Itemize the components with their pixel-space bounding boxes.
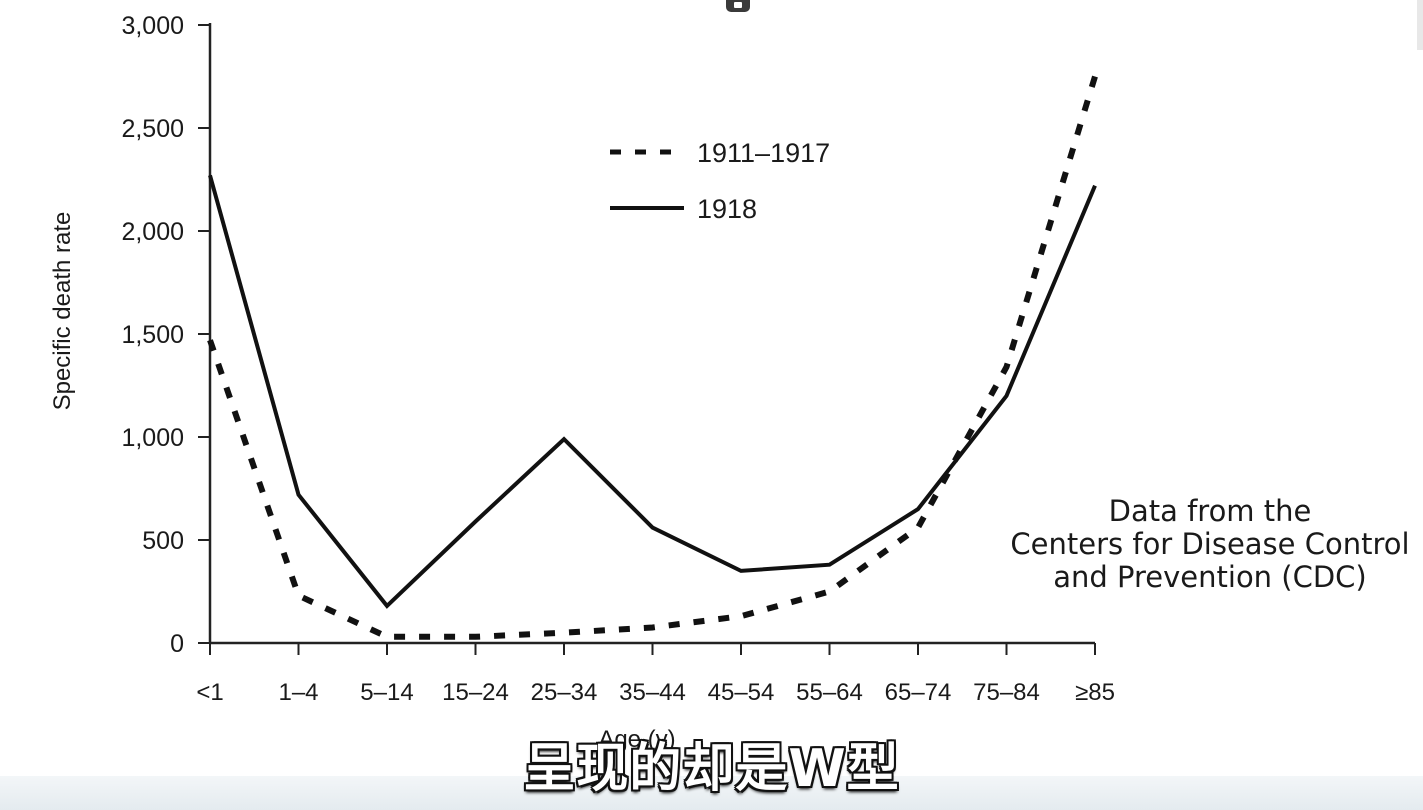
x-tick-label: 5–14 — [360, 679, 413, 706]
source-note: Data from the Centers for Disease Contro… — [990, 495, 1423, 594]
legend-label: 1918 — [697, 194, 757, 224]
video-subtitle: 呈现的却是W型 — [523, 739, 900, 799]
y-tick-label: 2,000 — [121, 218, 184, 246]
source-note-line1: Data from the — [1108, 494, 1312, 528]
y-tick-label: 3,000 — [121, 12, 184, 40]
y-axis-ticks: 0 500 1,000 1,500 2,000 2,500 3,000 — [121, 12, 210, 658]
player-edge — [1417, 0, 1423, 50]
series-line-solid — [208, 174, 1097, 609]
x-tick-label: 25–34 — [531, 679, 598, 706]
x-tick-label: 15–24 — [442, 679, 509, 706]
source-note-line3: and Prevention (CDC) — [1053, 560, 1367, 594]
x-tick-label: 1–4 — [278, 679, 318, 706]
subtitle-bar — [0, 776, 1423, 810]
x-tick-label: 45–54 — [708, 679, 775, 706]
x-tick-label: <1 — [196, 679, 223, 706]
y-tick-label: 500 — [142, 527, 184, 555]
y-tick-label: 1,000 — [121, 424, 184, 452]
y-tick-label: 0 — [170, 630, 184, 658]
x-tick-label: ≥85 — [1075, 679, 1115, 706]
x-axis-label: Age (y) — [598, 726, 675, 753]
source-note-line2: Centers for Disease Control — [1010, 527, 1410, 561]
x-tick-label: 35–44 — [619, 679, 686, 706]
channel-watermark — [1198, 10, 1398, 50]
x-tick-label: 65–74 — [885, 679, 952, 706]
player-toggle-icon[interactable] — [726, 0, 750, 12]
series-layer — [207, 75, 1098, 640]
x-axis-ticks: <1 1–4 5–14 15–24 25–34 35–44 45–54 55–64 65–74 7… — [196, 643, 1115, 706]
y-tick-label: 2,500 — [121, 115, 184, 143]
x-tick-label: 75–84 — [973, 679, 1040, 706]
legend: 1911–1917 1918 — [610, 138, 830, 224]
y-axis-label: Specific death rate — [49, 212, 76, 411]
x-tick-label: 55–64 — [796, 679, 863, 706]
y-tick-label: 1,500 — [121, 321, 184, 349]
legend-label: 1911–1917 — [697, 138, 830, 168]
